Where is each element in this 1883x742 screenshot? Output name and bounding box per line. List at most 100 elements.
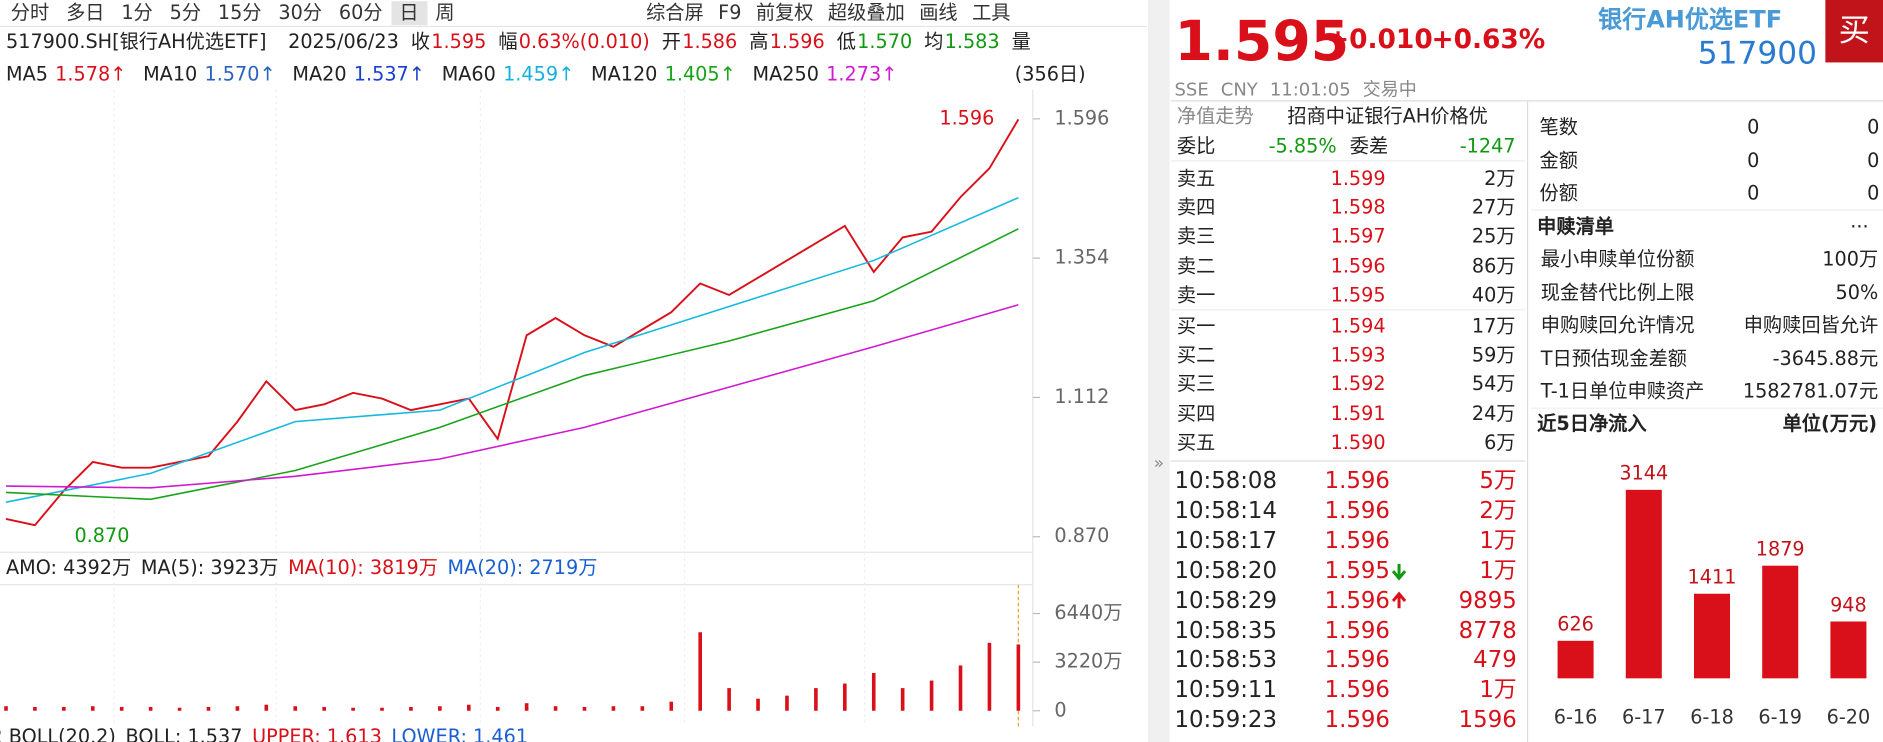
redeem-value: 100万 bbox=[1822, 247, 1879, 271]
ma-name: MA120 bbox=[591, 62, 658, 86]
volume-bar bbox=[351, 707, 355, 711]
y-tick-label: 0.870 bbox=[1054, 524, 1109, 547]
trade-qty: 1596 bbox=[1458, 706, 1517, 734]
field-value: 1.595 bbox=[431, 30, 487, 53]
ma-value: 1.570↑ bbox=[204, 62, 276, 86]
flow-bar bbox=[1693, 593, 1731, 679]
volume-bar bbox=[843, 683, 847, 711]
volume-bar bbox=[958, 665, 963, 711]
period-tab[interactable]: 分时 bbox=[10, 1, 50, 25]
legend-entry: MA(10): 3819万 bbox=[288, 555, 438, 579]
redeem-value: 1582781.07元 bbox=[1742, 379, 1879, 403]
field-value: 1.570 bbox=[857, 30, 913, 53]
v-grid bbox=[113, 90, 866, 727]
level-label: 买四 bbox=[1176, 401, 1216, 425]
splitter[interactable] bbox=[1148, 0, 1170, 742]
redeem-label: T日预估现金差额 bbox=[1540, 346, 1688, 370]
flow-bar bbox=[1557, 640, 1594, 679]
volume-bar bbox=[206, 706, 211, 711]
period-tabs: 分时 多日 1分 5分 15分 30分 60分日周 bbox=[2, 1, 463, 26]
redeem-value: -3645.88元 bbox=[1772, 346, 1879, 370]
redeem-value: 50% bbox=[1835, 280, 1879, 304]
trade-qty: 2万 bbox=[1479, 497, 1517, 524]
ma-line bbox=[5, 196, 1019, 503]
volume-bar bbox=[640, 706, 645, 711]
low-label: 0.870 bbox=[74, 524, 129, 547]
level-qty: 86万 bbox=[1471, 254, 1516, 277]
volume-bar bbox=[62, 706, 66, 711]
high-label: 1.596 bbox=[939, 106, 994, 129]
field-value: 1.586 bbox=[682, 30, 738, 53]
volume-bar bbox=[900, 688, 905, 711]
bar-value-label: 948 bbox=[1830, 593, 1867, 616]
level-label: 卖五 bbox=[1176, 166, 1216, 190]
legend-entry: MA(5): 3923万 bbox=[140, 555, 279, 579]
level-qty: 27万 bbox=[1471, 195, 1516, 219]
diff-label: 委差 bbox=[1349, 134, 1389, 158]
y-tick-label: 3220万 bbox=[1054, 650, 1122, 673]
buy-button[interactable] bbox=[1825, 0, 1883, 63]
field-label: 收 bbox=[410, 30, 431, 53]
redeem-label: 现金替代比例上限 bbox=[1540, 280, 1695, 304]
period-tab[interactable]: 多日 bbox=[66, 1, 105, 25]
period-tab[interactable]: 日 bbox=[390, 1, 427, 26]
period-tab[interactable]: 1分 bbox=[121, 1, 153, 25]
tool-button[interactable]: 工具 bbox=[972, 1, 1011, 25]
ma-legend: MA5 1.578↑ MA10 1.570↑ MA20 1.537↑ MA60 1.459↑ M… bbox=[6, 62, 914, 86]
period-tab[interactable]: 5分 bbox=[169, 1, 202, 25]
field-label: 幅 bbox=[498, 30, 518, 53]
more-button[interactable]: ··· bbox=[1850, 214, 1869, 238]
level-price: 1.599 bbox=[1330, 166, 1386, 190]
volume-bar bbox=[293, 706, 298, 711]
tool-button[interactable]: 前复权 bbox=[755, 1, 814, 25]
book-tab[interactable]: 净值走势 bbox=[1176, 104, 1254, 128]
up-arrow bbox=[1391, 591, 1407, 609]
buy-label[interactable]: 买 bbox=[1838, 13, 1870, 50]
range-label[interactable]: (356日) bbox=[1014, 62, 1086, 86]
indicator-legend: 2 BOLL(20,2) BOLL: 1.537 UPPER: 1.613 LOWER… bbox=[0, 725, 538, 742]
level-price: 1.591 bbox=[1330, 401, 1386, 425]
stat-label: 笔数 bbox=[1539, 115, 1579, 139]
volume-bar bbox=[698, 632, 702, 711]
period-tab[interactable]: 60分 bbox=[338, 1, 383, 25]
level-qty: 40万 bbox=[1471, 283, 1516, 306]
trade-price: 1.596 bbox=[1324, 706, 1390, 734]
volume-bar bbox=[438, 706, 442, 711]
field-label: 开 bbox=[661, 30, 682, 53]
level-label: 买一 bbox=[1176, 314, 1216, 338]
volume-bar bbox=[727, 688, 731, 711]
book-tab[interactable]: 招商中证银行AH价格优 bbox=[1287, 104, 1488, 128]
trade-qty: 1万 bbox=[1479, 676, 1517, 704]
level-price: 1.592 bbox=[1330, 372, 1386, 396]
level-price: 1.596 bbox=[1330, 254, 1386, 277]
trade-price: 1.596 bbox=[1324, 617, 1390, 644]
last-price: 1.595 bbox=[1174, 8, 1350, 74]
trade-price: 1.596 bbox=[1324, 676, 1390, 704]
level-label: 卖一 bbox=[1176, 283, 1216, 306]
tool-button[interactable]: F9 bbox=[718, 1, 742, 25]
splitter-icon[interactable]: » bbox=[1154, 452, 1164, 472]
volume-bar bbox=[871, 673, 876, 711]
stat-value: 0 bbox=[1747, 181, 1760, 205]
date: 2025/06/23 bbox=[288, 30, 399, 53]
level-qty: 17万 bbox=[1471, 314, 1516, 338]
tool-button[interactable]: 画线 bbox=[919, 1, 958, 25]
period-tab[interactable]: 30分 bbox=[278, 1, 323, 25]
period-tab[interactable]: 15分 bbox=[217, 1, 262, 25]
volume-bar bbox=[380, 707, 384, 711]
field-label: 量 bbox=[1011, 30, 1031, 53]
period-tab[interactable]: 周 bbox=[435, 1, 455, 25]
volume-bar bbox=[466, 704, 471, 711]
ma-value: 1.537↑ bbox=[353, 62, 425, 86]
level-label: 卖二 bbox=[1176, 254, 1216, 277]
volume-bar bbox=[669, 701, 674, 711]
level-label: 卖四 bbox=[1176, 195, 1216, 219]
volume-bar bbox=[611, 706, 616, 711]
y-tick-label: 1.112 bbox=[1054, 385, 1109, 408]
tool-button[interactable]: 综合屏 bbox=[646, 1, 704, 25]
tool-button[interactable]: 超级叠加 bbox=[827, 1, 905, 25]
info-line: 517900.SH[银行AH优选ETF] 2025/06/23 收 1.595 幅 0.6… bbox=[6, 32, 1032, 51]
volume-bar bbox=[235, 706, 240, 711]
indicator-entry: UPPER: 1.613 bbox=[252, 725, 382, 742]
x-tick-label: 6-17 bbox=[1622, 705, 1666, 728]
